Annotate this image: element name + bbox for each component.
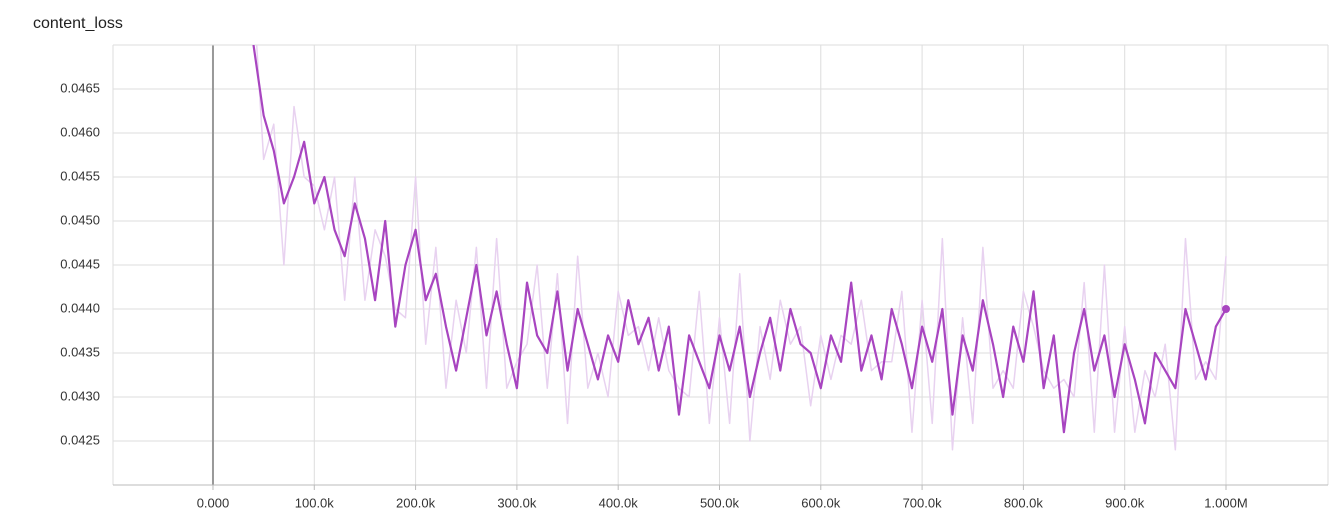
series-line	[255, 45, 1227, 451]
x-tick-label: 600.0k	[801, 495, 841, 510]
y-tick-label: 0.0435	[60, 344, 100, 359]
x-tick-label: 1.000M	[1204, 495, 1247, 510]
x-tick-label: 300.0k	[497, 495, 537, 510]
y-tick-label: 0.0445	[60, 256, 100, 271]
x-tick-label: 700.0k	[903, 495, 943, 510]
x-tick-label: 900.0k	[1105, 495, 1145, 510]
y-tick-label: 0.0460	[60, 124, 100, 139]
x-tick-label: 100.0k	[295, 495, 335, 510]
series-line	[252, 45, 1227, 434]
chart-title: content_loss	[33, 15, 123, 32]
last-point	[1221, 305, 1230, 313]
x-tick-label: 400.0k	[599, 495, 639, 510]
y-tick-label: 0.0430	[60, 388, 100, 403]
x-tick-label: 200.0k	[396, 495, 436, 510]
y-tick-label: 0.0465	[60, 80, 100, 95]
y-tick-label: 0.0425	[60, 432, 100, 447]
y-tick-label: 0.0455	[60, 168, 100, 183]
y-tick-label: 0.0440	[60, 300, 100, 315]
y-tick-label: 0.0450	[60, 212, 100, 227]
x-tick-label: 500.0k	[700, 495, 740, 510]
plot-area	[252, 45, 1227, 451]
x-tick-label: 800.0k	[1004, 495, 1044, 510]
x-tick-label: 0.000	[197, 495, 230, 510]
grid	[113, 45, 1328, 485]
